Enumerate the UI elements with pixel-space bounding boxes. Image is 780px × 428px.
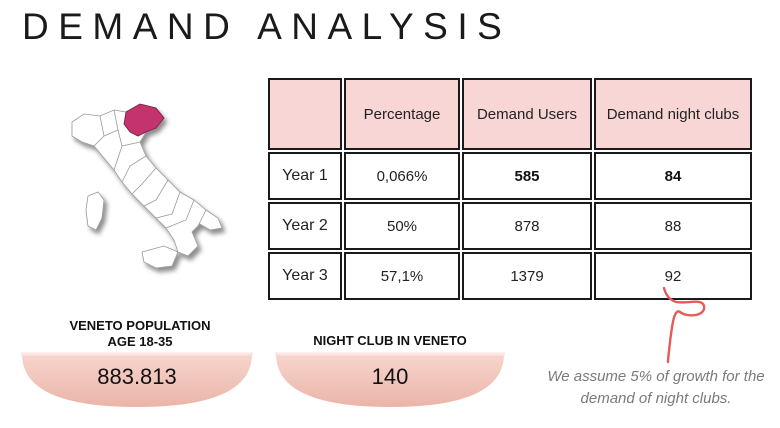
- table-row-label: Year 2: [268, 202, 342, 250]
- veneto-region: [123, 103, 165, 137]
- table-row-label: Year 3: [268, 252, 342, 300]
- population-value: 883.813: [97, 364, 177, 389]
- population-label: VENETO POPULATION AGE 18-35: [69, 318, 211, 349]
- table-cell-users: 878: [462, 202, 592, 250]
- night-club-label: NIGHT CLUB IN VENETO: [313, 333, 467, 348]
- table-header-demand-users: Demand Users: [462, 78, 592, 150]
- table-cell-users: 1379: [462, 252, 592, 300]
- table-cell-clubs: 84: [594, 152, 752, 200]
- table-header-empty: [268, 78, 342, 150]
- population-dish: [19, 352, 255, 410]
- night-club-value: 140: [371, 364, 409, 389]
- hand-drawn-arrow-icon: [662, 286, 706, 364]
- growth-note: We assume 5% of growth for the demand of…: [547, 368, 765, 407]
- table-cell-users: 585: [462, 152, 592, 200]
- table-cell-clubs: 92: [594, 252, 752, 300]
- page-title: DEMAND ANALYSIS: [22, 6, 512, 47]
- table-header-percentage: Percentage: [344, 78, 460, 150]
- night-club-dish: [273, 352, 507, 410]
- table-cell-clubs: 88: [594, 202, 752, 250]
- table-cell-percentage: 0,066%: [344, 152, 460, 200]
- table-cell-percentage: 50%: [344, 202, 460, 250]
- table-cell-percentage: 57,1%: [344, 252, 460, 300]
- table-row-label: Year 1: [268, 152, 342, 200]
- table-header-demand-night-clubs: Demand night clubs: [594, 78, 752, 150]
- italy-map-icon: [71, 103, 223, 269]
